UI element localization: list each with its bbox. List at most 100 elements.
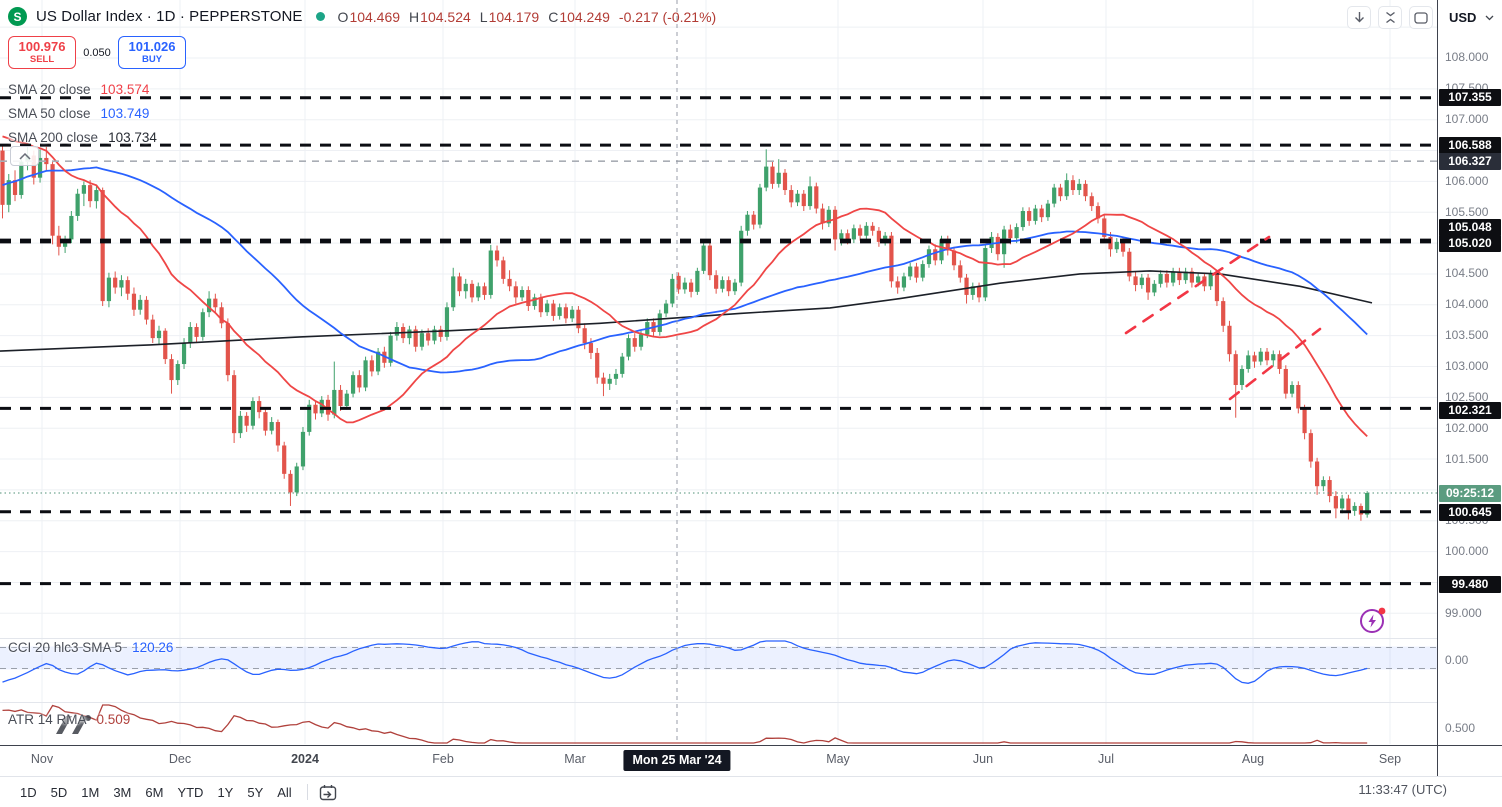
ohlc-values: O104.469 H104.524 L104.179 C104.249 -0.217 (… bbox=[338, 9, 717, 25]
price-tick: 105.500 bbox=[1445, 204, 1489, 219]
price-tick: 101.500 bbox=[1445, 451, 1489, 466]
pane-collapse-button[interactable] bbox=[10, 146, 39, 166]
month-label: Dec bbox=[168, 752, 192, 766]
chevron-up-icon bbox=[18, 152, 31, 160]
cci-legend[interactable]: CCI 20 hlc3 SMA 5 120.26 bbox=[8, 640, 174, 655]
ohlc-item: O104.469 bbox=[337, 8, 401, 25]
fullscreen-icon bbox=[1414, 11, 1428, 24]
ohlc-item: H104.524 bbox=[409, 8, 471, 25]
trendline[interactable] bbox=[1228, 327, 1322, 401]
price-axis[interactable]: 108.000107.500107.000106.000105.500104.5… bbox=[1437, 0, 1502, 745]
price-tick: 99.000 bbox=[1445, 605, 1482, 620]
legend-name: SMA 20 close bbox=[8, 81, 91, 97]
collapse-icon bbox=[1385, 11, 1395, 24]
month-label: Sep bbox=[1378, 752, 1402, 766]
sma200-line[interactable] bbox=[0, 270, 1373, 352]
market-events-button[interactable] bbox=[1357, 604, 1389, 636]
spread-value: 0.050 bbox=[83, 46, 111, 59]
scroll-to-recent-button[interactable] bbox=[1347, 6, 1371, 29]
sma50-line[interactable] bbox=[2, 166, 1368, 374]
price-level-label: 102.321 bbox=[1439, 402, 1501, 419]
axis-corner-separator bbox=[1437, 746, 1438, 777]
month-label: Aug bbox=[1241, 752, 1265, 766]
range-button-5y[interactable]: 5Y bbox=[247, 784, 264, 800]
chart-top-controls bbox=[1347, 6, 1433, 29]
legend-row[interactable]: SMA 20 close 103.574 bbox=[8, 77, 157, 101]
range-button-1m[interactable]: 1M bbox=[81, 784, 100, 800]
range-button-1y[interactable]: 1Y bbox=[217, 784, 234, 800]
currency-selector[interactable]: USD bbox=[1443, 6, 1498, 29]
ohlc-item: C104.249 bbox=[548, 8, 610, 25]
legend-value: 103.574 bbox=[100, 81, 150, 97]
date-range-toolbar: 1D 5D 1M 3M 6M YTD 1Y 5Y All bbox=[0, 776, 1502, 807]
sma20-line[interactable] bbox=[2, 135, 1368, 438]
price-level-label: 106.588 bbox=[1439, 137, 1501, 154]
month-label: May bbox=[826, 752, 850, 766]
atr-line[interactable] bbox=[2, 704, 1368, 744]
time-axis[interactable]: Nov Dec 2024 Feb Mar May Jun Jul Aug Sep Mon 25 Ma… bbox=[0, 745, 1502, 777]
chart-header: S US Dollar Index · 1D · PEPPERSTONE O10… bbox=[8, 7, 716, 26]
month-label: Mar bbox=[564, 752, 586, 766]
range-button-ytd[interactable]: YTD bbox=[177, 784, 204, 800]
buy-price: 101.026 bbox=[128, 38, 176, 54]
legend-value: 103.749 bbox=[100, 105, 150, 121]
sell-button[interactable]: 100.976 SELL bbox=[8, 36, 76, 69]
symbol-title[interactable]: US Dollar Index · 1D · PEPPERSTONE bbox=[36, 8, 303, 25]
symbol-logo[interactable]: S bbox=[8, 7, 27, 26]
atr-legend[interactable]: ATR 14 RMA 0.509 bbox=[8, 712, 131, 734]
lightning-bolt-icon bbox=[1368, 614, 1376, 628]
collapse-pane-button[interactable] bbox=[1378, 6, 1402, 29]
price-tick: 107.000 bbox=[1445, 112, 1489, 127]
legend-row[interactable]: SMA 50 close 103.749 bbox=[8, 101, 157, 125]
toolbar-divider bbox=[306, 784, 308, 800]
month-label: Feb bbox=[432, 752, 454, 766]
range-button-5d[interactable]: 5D bbox=[50, 784, 68, 800]
price-tick: 104.000 bbox=[1445, 297, 1489, 312]
price-tick: 103.000 bbox=[1445, 358, 1489, 373]
legend-name: SMA 50 close bbox=[8, 105, 91, 121]
price-tick: 103.500 bbox=[1445, 328, 1489, 343]
price-tick: 106.000 bbox=[1445, 173, 1489, 188]
price-tick: 100.000 bbox=[1445, 544, 1489, 559]
price-level-label: 105.048 bbox=[1439, 219, 1501, 236]
price-level-label: 99.480 bbox=[1439, 576, 1501, 593]
notification-dot bbox=[1378, 607, 1386, 615]
range-button-6m[interactable]: 6M bbox=[145, 784, 164, 800]
price-level-label: 105.020 bbox=[1439, 235, 1501, 252]
utc-clock[interactable]: 11:33:47 (UTC) bbox=[1358, 782, 1447, 797]
trendline[interactable] bbox=[1124, 235, 1271, 335]
sell-price: 100.976 bbox=[18, 38, 66, 54]
cci-band bbox=[0, 646, 1437, 670]
price-level-label: 106.327 bbox=[1439, 153, 1501, 170]
arrow-down-icon bbox=[1354, 12, 1364, 23]
legend-row[interactable]: SMA 200 close 103.734 bbox=[8, 125, 157, 149]
month-label: Jul bbox=[1098, 752, 1114, 766]
crosshair-date-label: Mon 25 Mar '24 bbox=[623, 750, 731, 771]
range-button-1d[interactable]: 1D bbox=[20, 784, 37, 800]
price-tick: 104.500 bbox=[1445, 266, 1489, 281]
buy-button[interactable]: 101.026 BUY bbox=[118, 36, 186, 69]
price-tick: 102.500 bbox=[1445, 389, 1489, 404]
cci-line[interactable] bbox=[2, 640, 1368, 684]
change-value: -0.217 (-0.21%) bbox=[618, 8, 717, 25]
go-to-date-button[interactable] bbox=[315, 780, 340, 804]
price-level-label: 107.355 bbox=[1439, 89, 1501, 106]
price-level-label: 100.645 bbox=[1439, 504, 1501, 521]
ohlc-item: L104.179 bbox=[479, 8, 540, 25]
atr-value: 0.509 bbox=[96, 712, 131, 727]
month-label: Nov bbox=[30, 752, 54, 766]
month-label: 2024 bbox=[291, 752, 319, 766]
tradingview-watermark bbox=[56, 715, 91, 734]
range-button-3m[interactable]: 3M bbox=[113, 784, 132, 800]
price-tick: 108.000 bbox=[1445, 50, 1489, 65]
range-button-all[interactable]: All bbox=[277, 784, 292, 800]
realtime-status-dot bbox=[315, 12, 325, 21]
maximize-chart-button[interactable] bbox=[1409, 6, 1433, 29]
cci-zero-tick: 0.00 bbox=[1445, 652, 1469, 667]
bar-countdown-label: 09:25:12 bbox=[1439, 485, 1501, 502]
atr-tick: 0.500 bbox=[1445, 720, 1476, 735]
indicator-legend: SMA 20 close 103.574 SMA 50 close 103.749 SM… bbox=[8, 77, 157, 149]
chart-canvas[interactable] bbox=[0, 0, 1437, 745]
calendar-icon bbox=[319, 784, 336, 800]
